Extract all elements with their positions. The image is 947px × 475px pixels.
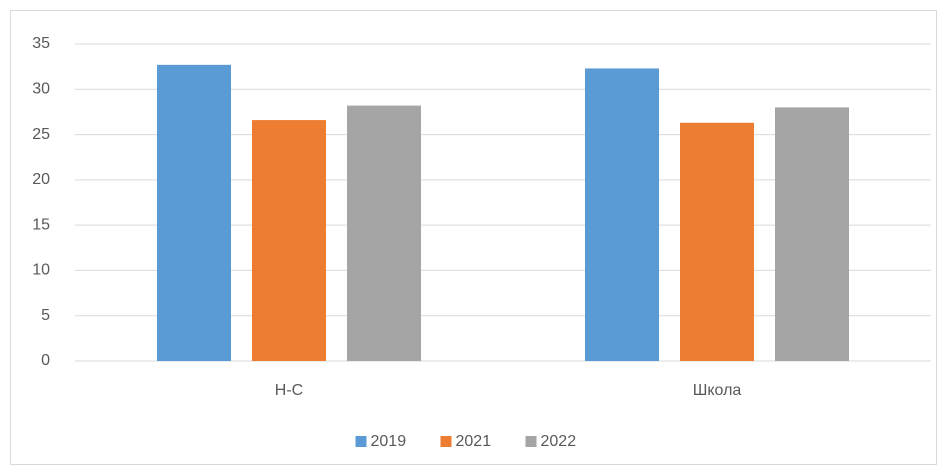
legend-swatch bbox=[525, 436, 537, 447]
y-tick-label: 20 bbox=[32, 171, 50, 188]
bar bbox=[252, 120, 326, 361]
x-tick-label: Н-С bbox=[275, 382, 303, 399]
x-tick-label: Школа bbox=[693, 382, 742, 399]
bar bbox=[680, 122, 754, 361]
y-tick-label: 35 bbox=[32, 35, 50, 52]
y-tick-label: 15 bbox=[32, 216, 50, 233]
legend-label: 2019 bbox=[371, 433, 407, 450]
y-tick-label: 0 bbox=[41, 352, 50, 369]
y-tick-label: 10 bbox=[32, 262, 50, 279]
legend-label: 2022 bbox=[541, 433, 577, 450]
legend-swatch bbox=[355, 436, 367, 447]
legend-label: 2021 bbox=[456, 433, 492, 450]
bar bbox=[347, 105, 421, 362]
y-tick-label: 30 bbox=[32, 81, 50, 98]
y-tick-label: 25 bbox=[32, 126, 50, 143]
bar bbox=[585, 68, 659, 361]
legend-swatch bbox=[440, 436, 452, 447]
y-tick-label: 5 bbox=[41, 307, 50, 324]
bar bbox=[157, 64, 231, 362]
bar bbox=[775, 107, 849, 362]
